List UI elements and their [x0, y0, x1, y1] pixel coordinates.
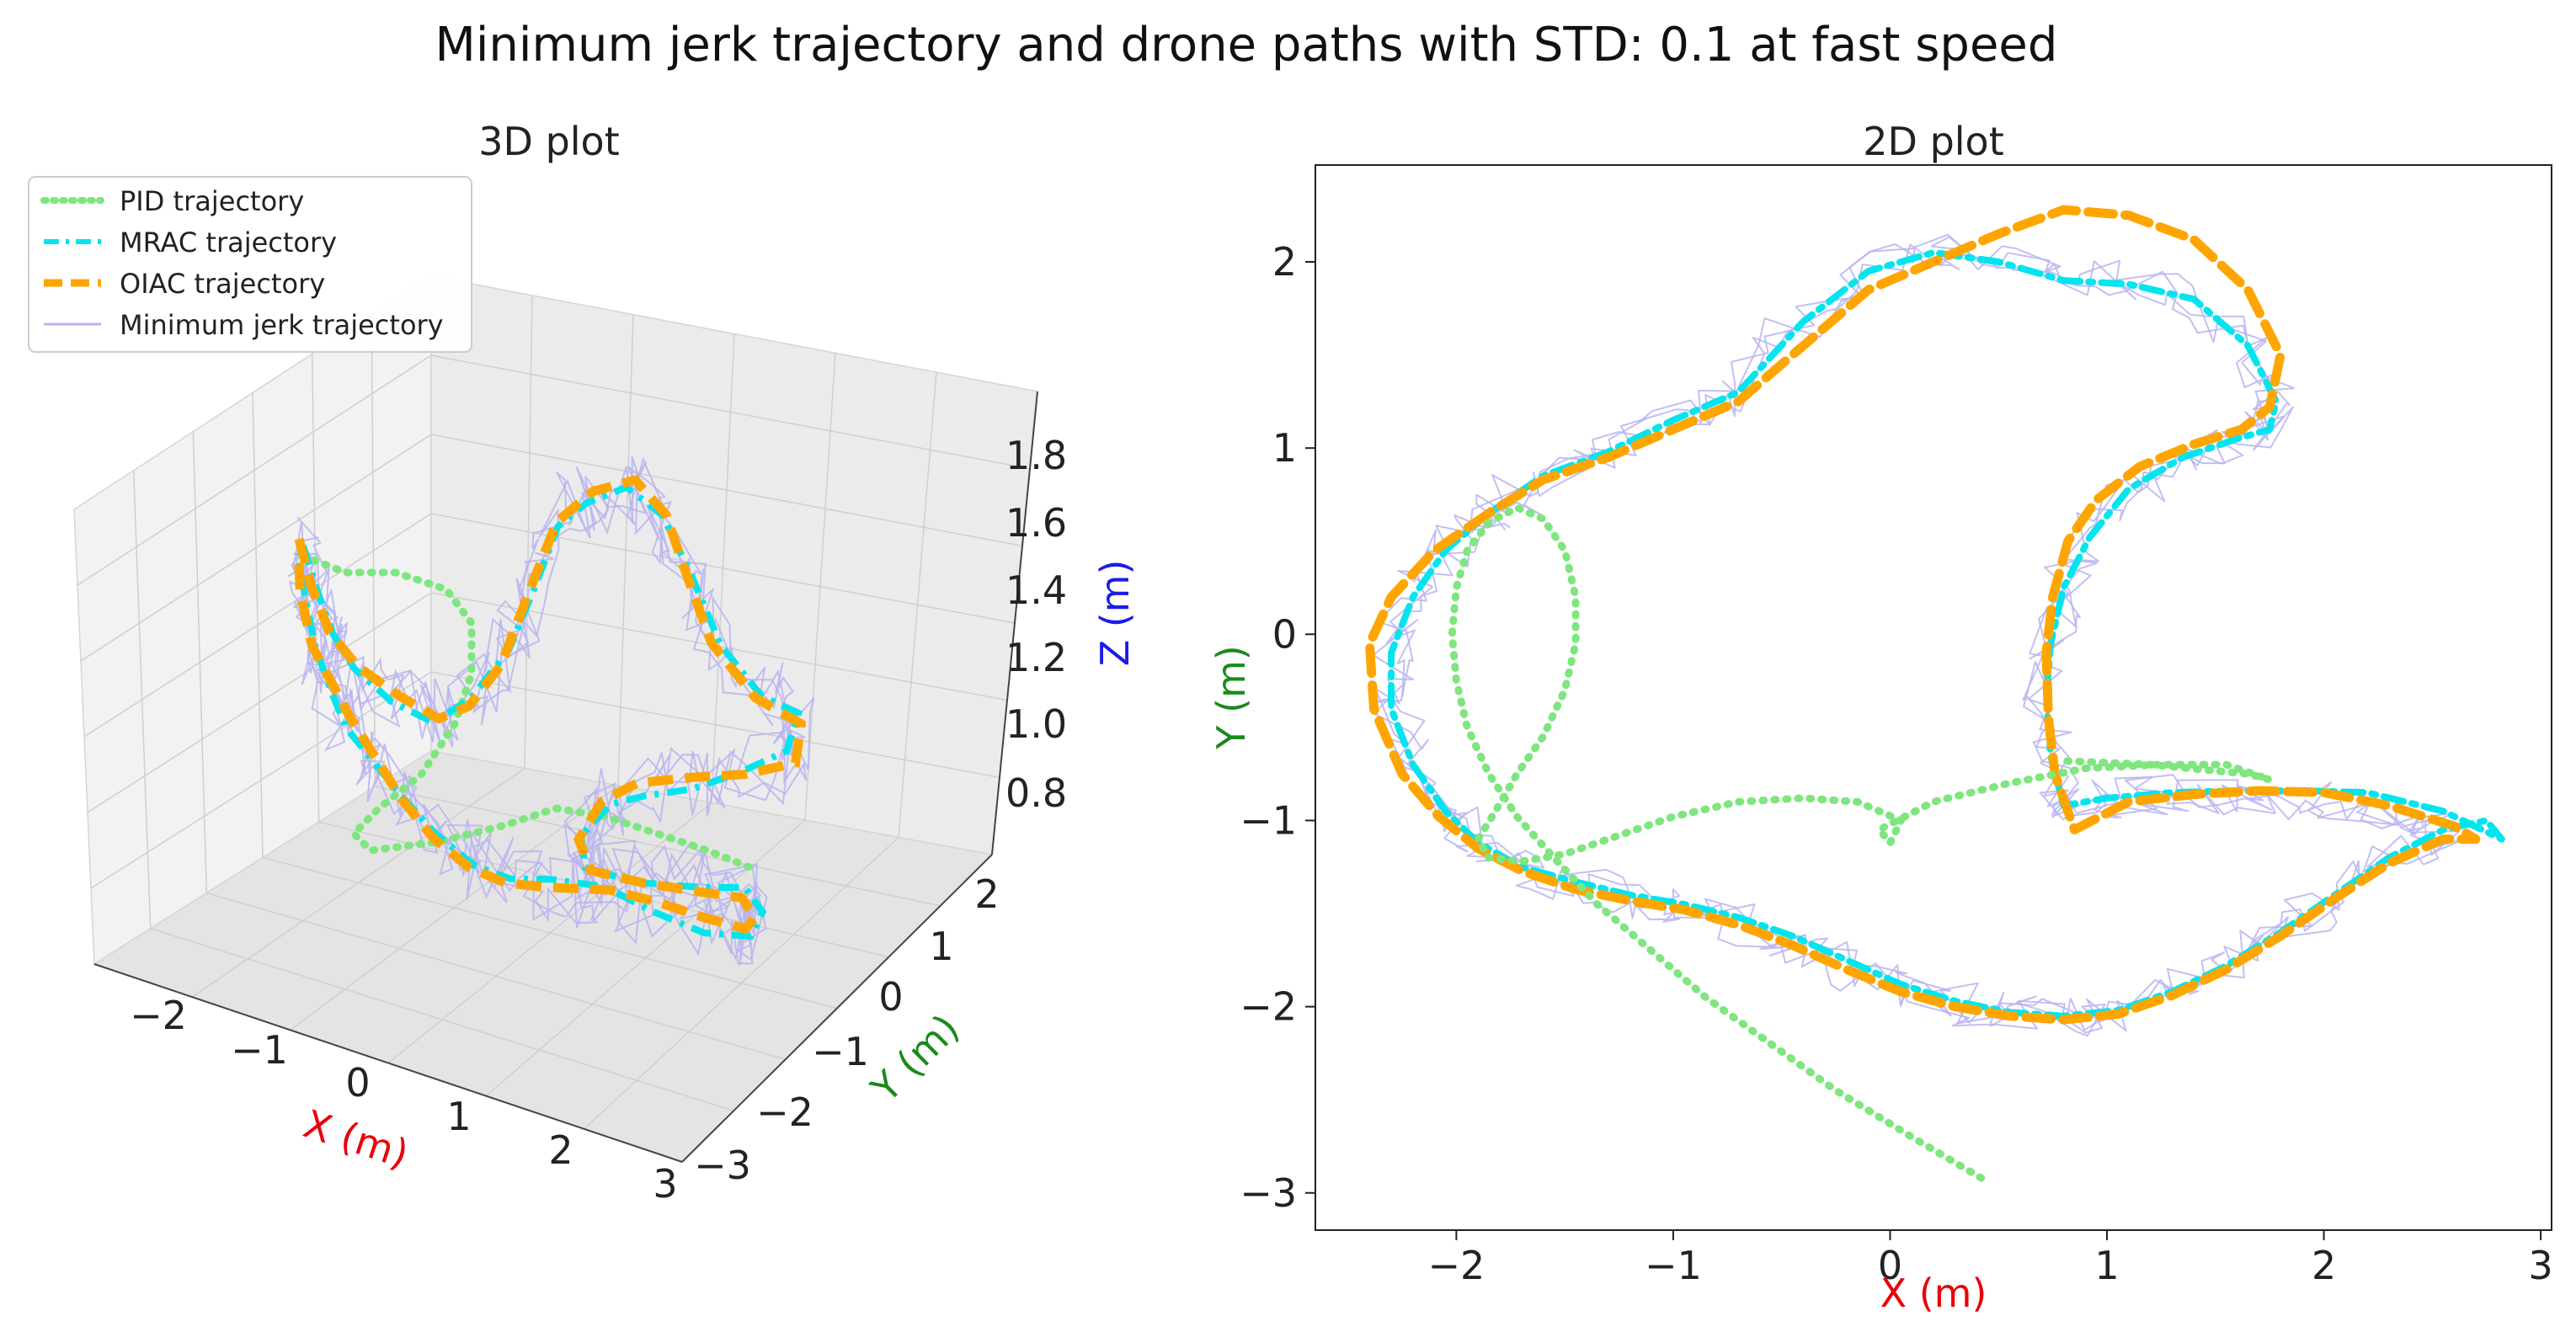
chart-3d-z-tick: 1.8: [1005, 433, 1067, 478]
chart-3d-z-tick: 1.4: [1005, 567, 1067, 613]
chart-3d-z-axis-line: [991, 391, 1038, 855]
chart-2d-y-tick-label: −3: [1240, 1170, 1297, 1216]
chart-3d-legend: PID trajectory MRAC trajectory OIAC traj…: [28, 176, 472, 353]
chart-3d-y-tick: 1: [929, 924, 953, 969]
chart-3d-y-tick: 2: [974, 871, 999, 917]
chart-2d-axes-frame: [1315, 164, 2552, 1231]
legend-label-pid: PID trajectory: [120, 185, 304, 217]
legend-label-mrac: MRAC trajectory: [120, 226, 337, 258]
legend-label-oiac: OIAC trajectory: [120, 268, 325, 300]
chart-3d-z-tick: 0.8: [1005, 770, 1067, 816]
chart-3d-x-tick: −2: [130, 993, 187, 1038]
legend-label-minjerk: Minimum jerk trajectory: [120, 309, 444, 341]
series-line-oiac: [294, 474, 807, 935]
chart-3d-y-axis-line: [681, 854, 993, 1163]
chart-2d-x-axis-label: X (m): [1880, 1271, 1987, 1316]
chart-3d-y-tick: −1: [812, 1029, 869, 1074]
chart-2d-ticks: −2 −3 −1 −2 0 −1 1 0 2 1 3 2: [1240, 239, 2553, 1288]
series-line-minjerk: [1373, 236, 2467, 1037]
chart-3d-x-tick: 2: [548, 1127, 573, 1173]
series-line-pid: [299, 551, 754, 871]
chart-3d-z-tick: 1.0: [1005, 701, 1067, 747]
chart-2d-y-tick-label: 1: [1272, 425, 1297, 471]
series-line-minjerk: [1372, 233, 2461, 1031]
chart-3d-z-axis-label: Z (m): [1092, 560, 1138, 667]
chart-2d-x-tick-label: −2: [1427, 1243, 1485, 1288]
chart-2d-x-tick-label: −1: [1645, 1243, 1702, 1288]
series-line-pid: [1448, 503, 2274, 1182]
gridline: [375, 786, 941, 907]
chart-2d-x-tick-label: 3: [2528, 1243, 2552, 1288]
chart-2d-y-tick-label: −1: [1240, 797, 1297, 843]
chart-3d-x-tick: −1: [231, 1027, 288, 1073]
chart-3d-trajectories: [287, 456, 815, 967]
chart-2d-x-tick-label: 0: [1878, 1243, 1902, 1288]
chart-3d-x-ticks: −2 −1 0 1 2 3: [130, 993, 678, 1207]
chart-2d-y-axis-label: Y (m): [1208, 645, 1254, 749]
chart-3d-y-tick: −3: [694, 1143, 751, 1188]
chart-3d-z-ticks: 0.8 1.0 1.2 1.4 1.6 1.8: [1005, 433, 1067, 816]
chart-3d-z-tick: 1.6: [1005, 500, 1067, 546]
chart-2d-series: [1364, 205, 2505, 1182]
chart-3d-y-ticks: −3 −2 −1 0 1 2: [694, 871, 1000, 1188]
chart-2d-x-tick-label: 1: [2094, 1243, 2119, 1288]
chart-3d-y-tick: 0: [878, 974, 903, 1020]
series-line-oiac: [1364, 205, 2481, 1025]
chart-2d-y-tick-label: −2: [1240, 984, 1297, 1030]
chart-3d-x-tick: 0: [345, 1060, 370, 1106]
chart-2d-y-tick-label: 0: [1272, 611, 1297, 657]
figure-title: Minimum jerk trajectory and drone paths …: [435, 18, 2058, 72]
chart-3d-plot: 3D plot −2 −1 0 1 2 3 −3 −2 −1 0 1 2: [28, 119, 1138, 1207]
chart-3d-title: 3D plot: [478, 119, 619, 164]
chart-3d-x-tick: 3: [653, 1161, 677, 1207]
legend-box: [28, 176, 472, 353]
chart-3d-x-tick: 1: [446, 1094, 471, 1139]
gridline: [898, 372, 937, 838]
chart-2d-x-tick-label: 2: [2312, 1243, 2336, 1288]
chart-3d-x-axis-line: [93, 963, 683, 1163]
chart-3d-y-tick: −2: [756, 1090, 813, 1135]
series-line-mrac: [1388, 248, 2505, 1020]
chart-3d-z-tick: 1.2: [1005, 635, 1067, 680]
gridline: [371, 315, 376, 787]
chart-2d-plot: 2D plot −2 −3 −1 −2 0 −1 1 0 2 1 3 2 X (m) Y (m): [1208, 119, 2553, 1316]
chart-2d-y-tick-label: 2: [1272, 239, 1297, 285]
chart-2d-title: 2D plot: [1863, 119, 2003, 164]
